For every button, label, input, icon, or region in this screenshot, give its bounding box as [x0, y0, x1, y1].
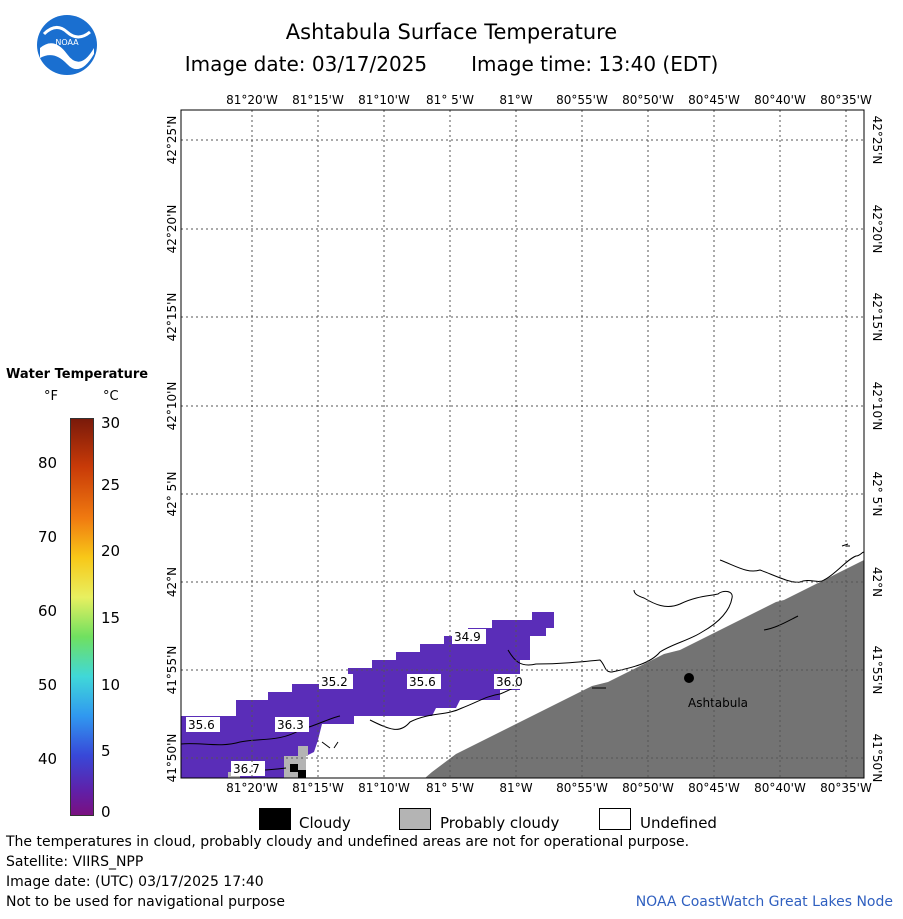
svg-text:80°50'W: 80°50'W: [622, 93, 674, 107]
c-tick: 25: [101, 476, 121, 494]
probably-cloudy-pixels: [298, 746, 308, 756]
svg-text:41°50'N: 41°50'N: [870, 734, 884, 783]
svg-text:42° 5'N: 42° 5'N: [165, 472, 179, 517]
satellite-text: Satellite: VIIRS_NPP: [6, 854, 144, 870]
cloudy-pixels: [290, 764, 298, 772]
land-area: [425, 560, 864, 778]
svg-text:81°W: 81°W: [499, 93, 532, 107]
legend-title: Water Temperature: [6, 367, 149, 382]
svg-text:80°45'W: 80°45'W: [688, 781, 740, 795]
svg-text:80°55'W: 80°55'W: [556, 93, 608, 107]
svg-text:81°W: 81°W: [499, 781, 532, 795]
probably-cloudy-swatch: [399, 808, 431, 830]
svg-text:81°15'W: 81°15'W: [292, 93, 344, 107]
noaa-logo: NOAA: [36, 14, 98, 76]
temp-labels: 34.9 35.2 35.6 36.0 35.6 36.3 36.7: [186, 629, 528, 776]
svg-text:81°20'W: 81°20'W: [226, 781, 278, 795]
svg-text:41°55'N: 41°55'N: [870, 646, 884, 695]
graticule: [181, 110, 864, 778]
svg-text:42°10'N: 42°10'N: [870, 382, 884, 431]
map-title: Ashtabula Surface Temperature: [285, 20, 618, 44]
svg-text:80°50'W: 80°50'W: [622, 781, 674, 795]
c-tick: 15: [101, 609, 121, 627]
f-tick: 70: [38, 528, 58, 546]
svg-text:42°15'N: 42°15'N: [165, 293, 179, 342]
temp-label: 35.6: [188, 718, 215, 732]
lon-labels-bottom: 81°20'W 81°15'W 81°10'W 81° 5'W 81°W 80°…: [226, 781, 872, 795]
f-tick: 80: [38, 454, 58, 472]
svg-text:41°50'N: 41°50'N: [165, 734, 179, 783]
svg-text:42°20'N: 42°20'N: [165, 205, 179, 254]
city-label: Ashtabula: [688, 696, 748, 710]
c-tick: 10: [101, 676, 121, 694]
svg-text:42°25'N: 42°25'N: [165, 116, 179, 165]
credit-text: NOAA CoastWatch Great Lakes Node: [635, 894, 893, 910]
disclaimer-text: The temperatures in cloud, probably clou…: [6, 834, 690, 850]
svg-text:42°N: 42°N: [165, 567, 179, 597]
c-tick: 20: [101, 542, 121, 560]
svg-text:42°25'N: 42°25'N: [870, 116, 884, 165]
water-temperature-region: [181, 612, 554, 778]
svg-text:81° 5'W: 81° 5'W: [426, 93, 474, 107]
temp-label: 36.0: [496, 675, 523, 689]
c-tick: 30: [101, 414, 121, 432]
svg-text:81°10'W: 81°10'W: [358, 781, 410, 795]
cloudy-label: Cloudy: [299, 814, 351, 832]
svg-text:81°15'W: 81°15'W: [292, 781, 344, 795]
temperature-colorbar: [70, 418, 94, 816]
svg-text:41°55'N: 41°55'N: [165, 646, 179, 695]
lat-labels-left: 42°25'N 42°20'N 42°15'N 42°10'N 42° 5'N …: [165, 116, 179, 783]
image-time: Image time: 13:40 (EDT): [471, 52, 719, 76]
image-date: Image date: 03/17/2025: [184, 52, 428, 76]
utc-date-text: Image date: (UTC) 03/17/2025 17:40: [6, 874, 264, 890]
lat-labels-right: 42°25'N 42°20'N 42°15'N 42°10'N 42° 5'N …: [870, 116, 884, 783]
svg-text:42°20'N: 42°20'N: [870, 205, 884, 254]
ashtabula-city-marker: [684, 673, 694, 683]
cloudy-pixels: [298, 770, 306, 778]
temp-label: 34.9: [454, 630, 481, 644]
svg-text:80°55'W: 80°55'W: [556, 781, 608, 795]
svg-text:81°10'W: 81°10'W: [358, 93, 410, 107]
svg-text:80°35'W: 80°35'W: [820, 781, 872, 795]
temp-label: 35.6: [409, 675, 436, 689]
svg-text:80°35'W: 80°35'W: [820, 93, 872, 107]
svg-text:80°40'W: 80°40'W: [754, 93, 806, 107]
legend-unit-c: °C: [103, 389, 119, 404]
c-tick: 5: [101, 742, 111, 760]
f-tick: 60: [38, 602, 58, 620]
f-tick: 50: [38, 676, 58, 694]
undefined-label: Undefined: [640, 814, 717, 832]
temp-label: 36.7: [233, 762, 260, 776]
svg-text:42° 5'N: 42° 5'N: [870, 472, 884, 517]
svg-text:42°N: 42°N: [870, 567, 884, 597]
probably-cloudy-label: Probably cloudy: [440, 814, 560, 832]
svg-text:42°10'N: 42°10'N: [165, 382, 179, 431]
undefined-swatch: [599, 808, 631, 830]
c-tick: 0: [101, 803, 111, 821]
svg-text:80°40'W: 80°40'W: [754, 781, 806, 795]
navigation-warning: Not to be used for navigational purpose: [6, 894, 285, 910]
legend-unit-f: °F: [44, 389, 58, 404]
logo-text: NOAA: [55, 38, 79, 47]
shoreline: [180, 543, 865, 771]
svg-text:42°15'N: 42°15'N: [870, 293, 884, 342]
lon-labels-top: 81°20'W 81°15'W 81°10'W 81° 5'W 81°W 80°…: [226, 93, 872, 107]
map-subtitle: Image date: 03/17/2025 Image time: 13:40 …: [0, 52, 903, 76]
temp-label: 35.2: [321, 675, 348, 689]
svg-text:81°20'W: 81°20'W: [226, 93, 278, 107]
cloudy-swatch: [259, 808, 291, 830]
f-tick: 40: [38, 750, 58, 768]
map-frame: [180, 109, 865, 779]
svg-text:81° 5'W: 81° 5'W: [426, 781, 474, 795]
svg-text:80°45'W: 80°45'W: [688, 93, 740, 107]
temp-label: 36.3: [277, 718, 304, 732]
